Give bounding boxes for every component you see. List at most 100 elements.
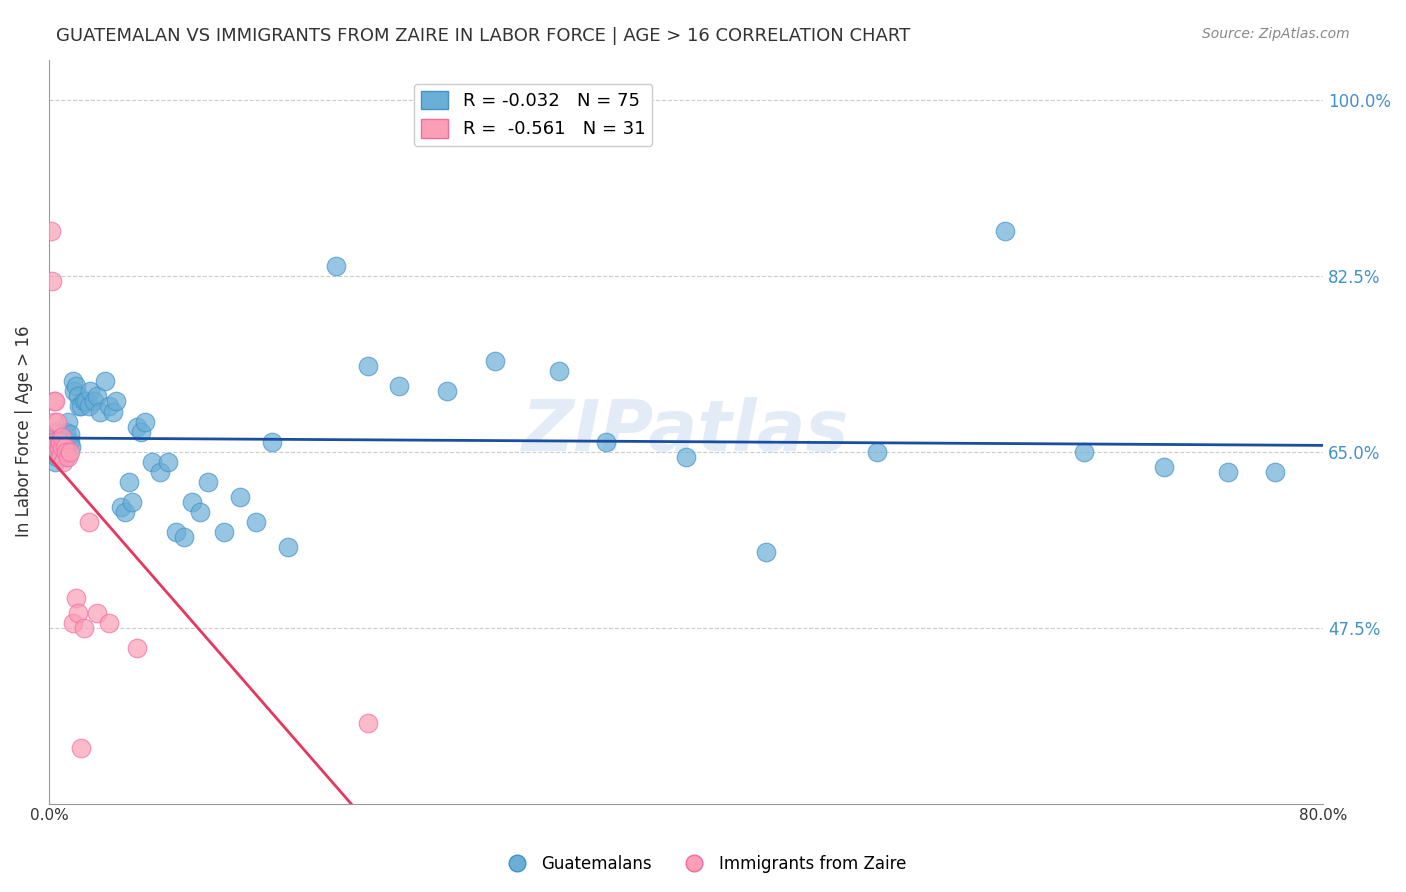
Text: Source: ZipAtlas.com: Source: ZipAtlas.com bbox=[1202, 27, 1350, 41]
Point bbox=[41, 274, 63, 288]
Point bbox=[1264, 465, 1286, 479]
Point bbox=[48, 447, 70, 461]
Point bbox=[65, 591, 87, 605]
Point bbox=[53, 440, 76, 454]
Point bbox=[83, 394, 105, 409]
Point bbox=[63, 384, 86, 399]
Point bbox=[157, 455, 180, 469]
Point bbox=[41, 444, 63, 458]
Point bbox=[73, 394, 96, 409]
Point bbox=[212, 525, 235, 540]
Point bbox=[44, 455, 66, 469]
Point bbox=[866, 444, 889, 458]
Point bbox=[117, 475, 139, 489]
Point bbox=[42, 434, 65, 449]
Point bbox=[86, 389, 108, 403]
Point bbox=[39, 223, 62, 237]
Point bbox=[125, 419, 148, 434]
Point bbox=[48, 442, 70, 457]
Point bbox=[60, 440, 83, 454]
Point bbox=[56, 415, 79, 429]
Y-axis label: In Labor Force | Age > 16: In Labor Force | Age > 16 bbox=[15, 326, 32, 537]
Point bbox=[65, 379, 87, 393]
Point bbox=[141, 455, 163, 469]
Point bbox=[125, 640, 148, 655]
Point bbox=[75, 394, 97, 409]
Point bbox=[55, 425, 77, 439]
Point bbox=[98, 615, 121, 630]
Point bbox=[42, 394, 65, 409]
Point bbox=[45, 440, 67, 454]
Point bbox=[49, 434, 72, 449]
Point bbox=[436, 384, 458, 399]
Point bbox=[44, 394, 66, 409]
Point bbox=[55, 450, 77, 464]
Point bbox=[149, 465, 172, 479]
Point bbox=[44, 425, 66, 439]
Point bbox=[69, 400, 91, 414]
Point bbox=[1153, 459, 1175, 474]
Point bbox=[49, 436, 72, 450]
Point bbox=[62, 615, 84, 630]
Point bbox=[181, 495, 204, 509]
Point bbox=[173, 530, 195, 544]
Point bbox=[51, 430, 73, 444]
Point bbox=[73, 621, 96, 635]
Point bbox=[41, 434, 63, 449]
Point bbox=[51, 430, 73, 444]
Point bbox=[131, 425, 153, 439]
Point bbox=[356, 716, 378, 731]
Point bbox=[755, 545, 778, 559]
Point bbox=[48, 440, 70, 454]
Point bbox=[52, 447, 75, 461]
Point bbox=[1073, 444, 1095, 458]
Point bbox=[44, 434, 66, 449]
Point bbox=[229, 490, 252, 504]
Point bbox=[104, 394, 127, 409]
Point bbox=[59, 426, 82, 441]
Point bbox=[51, 444, 73, 458]
Point bbox=[42, 415, 65, 429]
Point bbox=[110, 500, 132, 514]
Point bbox=[55, 444, 77, 458]
Point bbox=[59, 434, 82, 449]
Point bbox=[77, 515, 100, 529]
Point bbox=[89, 404, 111, 418]
Point bbox=[45, 444, 67, 458]
Point bbox=[994, 223, 1017, 237]
Point bbox=[86, 606, 108, 620]
Point bbox=[66, 606, 89, 620]
Point bbox=[53, 434, 76, 449]
Point bbox=[51, 434, 73, 449]
Point bbox=[42, 434, 65, 449]
Point bbox=[165, 525, 187, 540]
Point bbox=[547, 364, 569, 378]
Point bbox=[277, 540, 299, 554]
Point bbox=[45, 450, 67, 464]
Point bbox=[101, 404, 124, 418]
Point bbox=[484, 354, 506, 368]
Text: ZIPatlas: ZIPatlas bbox=[523, 397, 849, 467]
Point bbox=[62, 375, 84, 389]
Point bbox=[121, 495, 143, 509]
Point bbox=[197, 475, 219, 489]
Point bbox=[49, 450, 72, 464]
Point bbox=[52, 440, 75, 454]
Point bbox=[260, 434, 283, 449]
Point bbox=[188, 505, 211, 519]
Point bbox=[56, 450, 79, 464]
Point bbox=[66, 389, 89, 403]
Point bbox=[48, 434, 70, 449]
Point bbox=[69, 741, 91, 756]
Point bbox=[98, 400, 121, 414]
Point bbox=[134, 415, 156, 429]
Legend: Guatemalans, Immigrants from Zaire: Guatemalans, Immigrants from Zaire bbox=[494, 848, 912, 880]
Point bbox=[595, 434, 617, 449]
Point bbox=[77, 400, 100, 414]
Point bbox=[114, 505, 136, 519]
Point bbox=[51, 440, 73, 454]
Point bbox=[59, 444, 82, 458]
Text: GUATEMALAN VS IMMIGRANTS FROM ZAIRE IN LABOR FORCE | AGE > 16 CORRELATION CHART: GUATEMALAN VS IMMIGRANTS FROM ZAIRE IN L… bbox=[56, 27, 911, 45]
Point bbox=[52, 455, 75, 469]
Point bbox=[67, 400, 90, 414]
